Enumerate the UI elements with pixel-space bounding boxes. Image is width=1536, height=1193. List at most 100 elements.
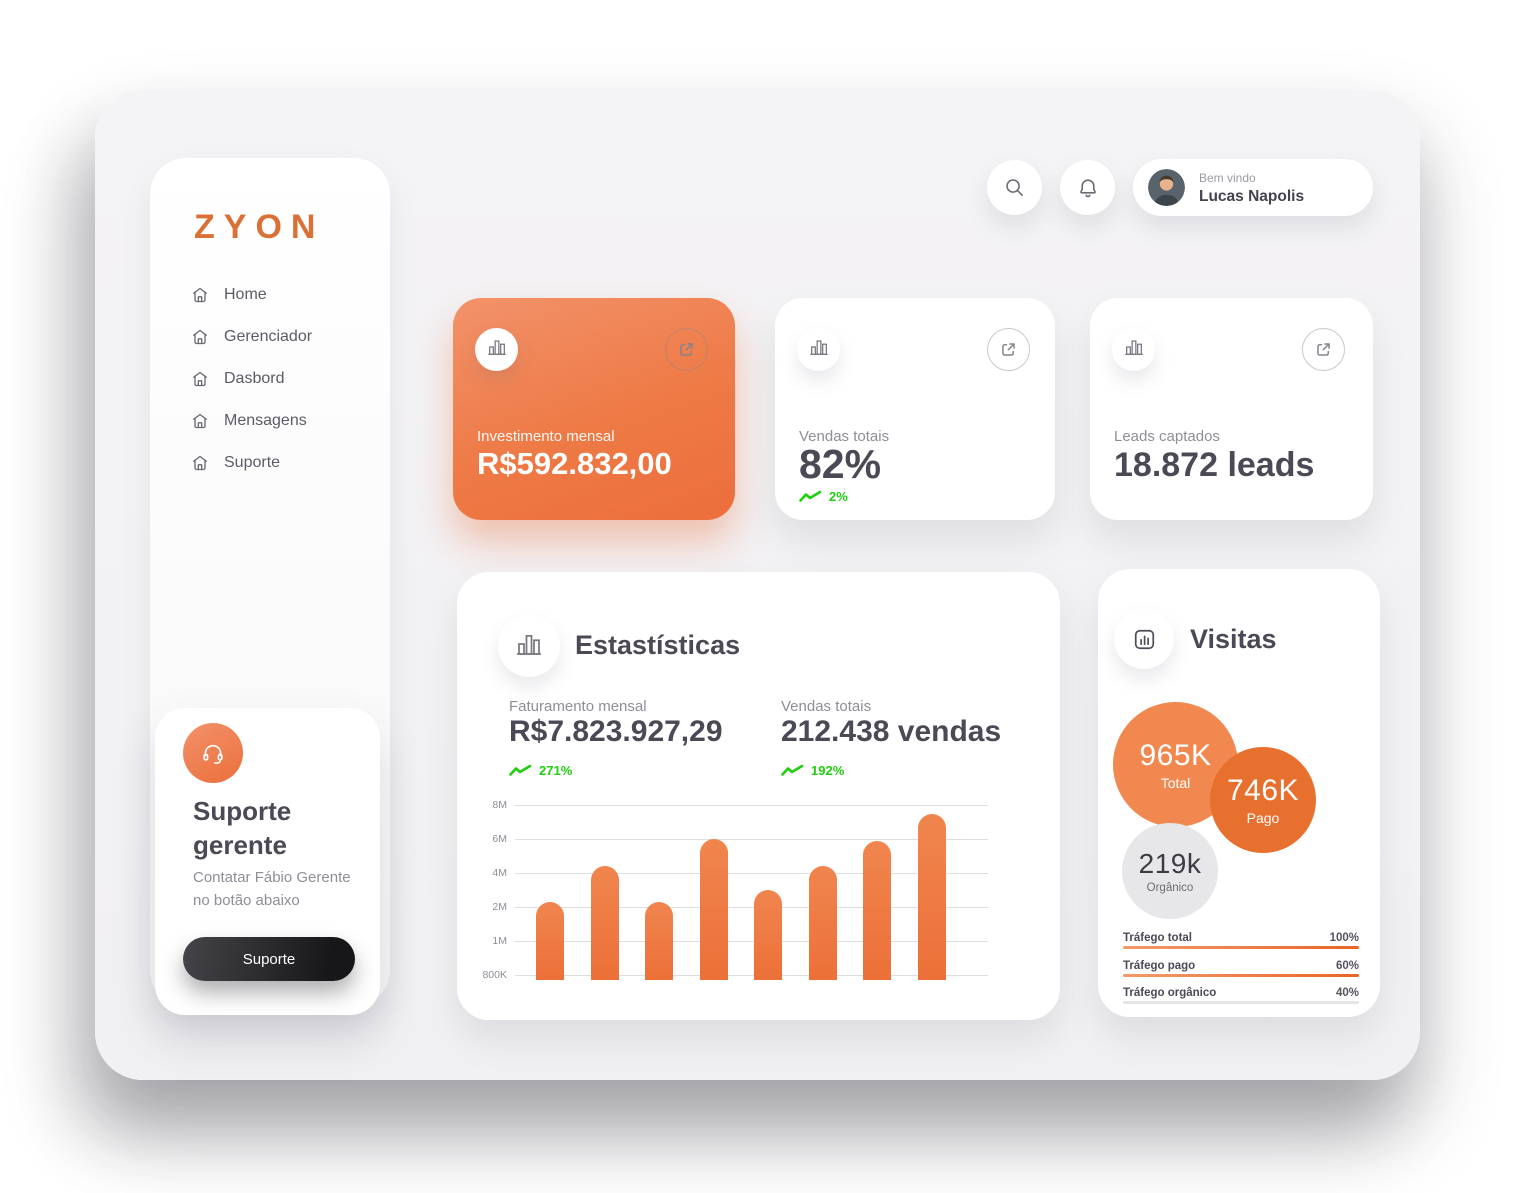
stat-value: R$592.832,00	[477, 446, 672, 481]
bubble-label: Total	[1160, 774, 1191, 791]
trend-value: 271%	[539, 763, 573, 778]
chart-bar	[699, 839, 728, 980]
traffic-label: Tráfego total	[1123, 932, 1193, 944]
support-description: Contatar Fábio Gerente no botão abaixo	[193, 869, 351, 909]
chart-bar	[536, 901, 564, 980]
stat-card-leads: Leads captados 18.872 leads	[1090, 298, 1373, 520]
trend-value: 192%	[811, 763, 845, 778]
sidebar-item-suporte[interactable]: Suporte	[190, 448, 360, 478]
visits-bubble-pago: 746K Pago	[1210, 747, 1316, 853]
bar-chart-icon	[475, 328, 518, 371]
bar-chart-icon	[797, 328, 840, 371]
sidebar-item-mensagens[interactable]: Mensagens	[190, 406, 360, 436]
trend-indicator: 192%	[781, 763, 844, 778]
chart-bar	[863, 840, 891, 980]
search-button[interactable]	[987, 160, 1042, 215]
chart-bar	[754, 890, 782, 980]
traffic-value: 100%	[1329, 932, 1359, 944]
bubble-value: 219k	[1138, 848, 1202, 879]
external-link-icon	[677, 340, 696, 359]
trend-up-icon	[509, 764, 532, 777]
external-link-icon	[1314, 340, 1333, 359]
sidebar-item-home[interactable]: Home	[190, 280, 360, 310]
gridline	[515, 941, 988, 942]
sidebar-item-label: Mensagens	[224, 412, 307, 429]
sidebar-item-label: Home	[224, 286, 267, 303]
visits-bubble-orgânico: 219k Orgânico	[1122, 823, 1218, 919]
home-icon	[190, 369, 210, 389]
y-tick-label: 1M	[492, 935, 507, 947]
gridline	[515, 805, 988, 806]
gridline	[515, 975, 988, 976]
statistics-title: Estastísticas	[575, 630, 741, 660]
visits-title: Visitas	[1190, 624, 1277, 654]
y-tick-label: 6M	[492, 833, 507, 845]
trend-up-icon	[781, 764, 804, 777]
bubble-label: Orgânico	[1146, 882, 1194, 894]
stat-value: 82%	[799, 441, 882, 487]
stat-card-investimento: Investimento mensal R$592.832,00	[453, 298, 735, 520]
chart-bar	[917, 813, 946, 980]
user-menu[interactable]: Bem vindo Lucas Napolis	[1133, 159, 1373, 216]
welcome-text: Bem vindo	[1199, 171, 1256, 185]
traffic-value: 60%	[1335, 959, 1359, 972]
support-card: Suporte gerente Contatar Fábio Gerente n…	[155, 708, 380, 1015]
y-tick-label: 2M	[492, 901, 507, 913]
dashboard-container: ZYON Home Gerenciador Dasbord Mensagens Supo…	[95, 90, 1420, 1080]
bubble-value: 746K	[1226, 774, 1300, 807]
metric-value: 212.438 vendas	[781, 715, 1002, 748]
external-link-icon	[999, 340, 1018, 359]
chart-bar	[590, 866, 619, 980]
bar-chart-icon	[1112, 328, 1155, 371]
trend-indicator: 271%	[509, 763, 572, 778]
gridline	[515, 873, 988, 874]
visits-card: Visitas 965K Total 746K Pago 219k Orgânico Tr…	[1098, 569, 1380, 1017]
traffic-value: 40%	[1335, 987, 1359, 999]
trend-up-icon	[799, 490, 822, 503]
gridline	[515, 907, 988, 908]
y-tick-label: 4M	[492, 867, 507, 879]
chart-bar	[645, 901, 673, 980]
sidebar-item-label: Suporte	[224, 454, 281, 471]
metric-label: Faturamento mensal	[509, 698, 647, 715]
stat-card-vendas: Vendas totais 82% 2%	[775, 298, 1055, 520]
traffic-label: Tráfego pago	[1123, 959, 1196, 972]
user-name: Lucas Napolis	[1199, 188, 1305, 205]
external-link-button[interactable]	[1302, 328, 1345, 371]
traffic-bar	[1123, 973, 1359, 977]
trend-value: 2%	[829, 489, 848, 504]
stat-label: Vendas totais	[799, 428, 890, 445]
bar-chart-icon	[498, 615, 560, 677]
y-tick-label: 800K	[482, 969, 507, 981]
sidebar-item-label: Gerenciador	[224, 328, 313, 345]
external-link-button[interactable]	[987, 328, 1030, 371]
support-title: Suporte gerente	[193, 796, 292, 860]
stat-label: Leads captados	[1114, 428, 1220, 445]
notifications-button[interactable]	[1060, 160, 1115, 215]
home-icon	[190, 327, 210, 347]
home-icon	[190, 453, 210, 473]
traffic-bar	[1123, 946, 1359, 949]
sidebar-item-gerenciador[interactable]: Gerenciador	[190, 322, 360, 352]
stat-label: Investimento mensal	[477, 428, 615, 445]
sidebar-item-label: Dasbord	[224, 370, 285, 387]
home-icon	[190, 411, 210, 431]
brand-logo: ZYON	[194, 208, 325, 246]
gridline	[515, 839, 988, 840]
chart-bar	[808, 866, 837, 980]
traffic-bar	[1123, 1001, 1359, 1004]
metric-value: R$7.823.927,29	[509, 715, 723, 748]
bubble-label: Pago	[1246, 810, 1280, 826]
sidebar-item-dasbord[interactable]: Dasbord	[190, 364, 360, 394]
traffic-row: Tráfego total 100%	[1123, 932, 1359, 954]
trend-indicator: 2%	[799, 489, 848, 504]
chart-plot	[515, 805, 988, 980]
external-link-button[interactable]	[665, 328, 708, 371]
metric-label: Vendas totais	[781, 698, 872, 715]
traffic-row: Tráfego orgânico 40%	[1123, 987, 1359, 1009]
statistics-card: Estastísticas Faturamento mensal R$7.823…	[457, 572, 1060, 1020]
headset-icon	[183, 723, 243, 783]
search-icon	[1003, 176, 1026, 199]
chart-square-icon	[1114, 609, 1174, 669]
support-button[interactable]: Suporte	[183, 937, 355, 981]
